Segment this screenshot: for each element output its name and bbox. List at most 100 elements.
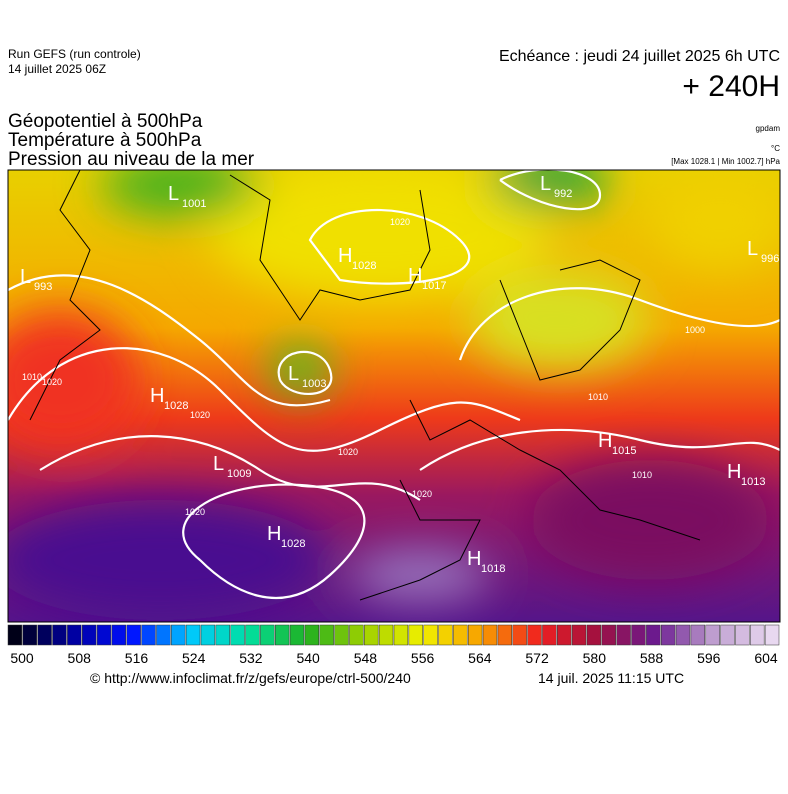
colorbar-box: [245, 624, 260, 646]
colorbar-box: [52, 624, 67, 646]
colorbar-box: [497, 624, 513, 646]
center-letter: L: [540, 173, 551, 195]
colorbar-box: [274, 624, 290, 646]
colorbar-box: [586, 624, 602, 646]
colorbar-box: [81, 624, 97, 646]
colorbar-box: [215, 624, 230, 646]
run-date: 14 juillet 2025 06Z: [8, 62, 106, 76]
colorbar-tick-label: 588: [640, 650, 664, 666]
title: Pression au niveau de la mer: [8, 149, 255, 170]
colorbar-box: [690, 624, 706, 646]
colorbar-box: [467, 624, 483, 646]
colorbar-box: [260, 624, 275, 646]
center-value: 1001: [182, 198, 206, 210]
center-value: 1028: [164, 400, 188, 412]
colorbar-box: [453, 624, 468, 646]
center-letter: H: [467, 548, 481, 570]
unit: [Max 1028.1 | Min 1002.7] hPa: [671, 157, 780, 166]
center-value: 1009: [227, 468, 251, 480]
colorbar-box: [705, 624, 720, 646]
colorbar-box: [378, 624, 394, 646]
colorbar-box: [126, 624, 141, 646]
colorbar-box: [557, 624, 572, 646]
center-value: 993: [34, 281, 52, 293]
colorbar-box: [37, 624, 52, 646]
footer-time: 14 juil. 2025 11:15 UTC: [538, 670, 684, 686]
colorbar-box: [171, 624, 186, 646]
colorbar-box: [334, 624, 349, 646]
colorbar-box: [364, 624, 379, 646]
colorbar-box: [200, 624, 216, 646]
center-value: 1028: [352, 260, 376, 272]
colorbar-box: [571, 624, 587, 646]
map: [8, 170, 780, 622]
isobar-label: 1020: [185, 507, 205, 517]
isobar-label: 1000: [685, 325, 705, 335]
center-letter: L: [747, 238, 758, 260]
center-letter: L: [168, 183, 179, 205]
colorbar-tick-label: 556: [411, 650, 435, 666]
colorbar-box: [438, 624, 453, 646]
center-letter: H: [727, 461, 741, 483]
center-letter: L: [213, 453, 224, 475]
colorbar-box: [67, 624, 82, 646]
colorbar-box: [319, 624, 334, 646]
colorbar-box: [185, 624, 201, 646]
center-letter: H: [598, 430, 612, 452]
center-value: 1013: [741, 476, 765, 488]
isobar-label: 1010: [632, 470, 652, 480]
colorbar-box: [601, 624, 616, 646]
colorbar-tick-label: 564: [468, 650, 492, 666]
colorbar-box: [675, 624, 691, 646]
isobar-label: 1020: [390, 217, 410, 227]
colorbar-box: [646, 624, 661, 646]
colorbar-tick-label: 532: [239, 650, 263, 666]
colorbar-tick-label: 548: [354, 650, 378, 666]
colorbar-box: [7, 624, 23, 646]
colorbar: 500 508 516 524 532 540 548 556 564 572 580 588 596 6…: [7, 624, 780, 666]
unit: gpdam: [756, 124, 781, 133]
colorbar-box: [96, 624, 112, 646]
colorbar-box: [393, 624, 409, 646]
colorbar-box: [764, 624, 780, 646]
isobar-label: 1010: [588, 392, 608, 402]
isobar-label: 1020: [42, 377, 62, 387]
title: Géopotentiel à 500hPa: [8, 111, 203, 132]
colorbar-box: [750, 624, 765, 646]
colorbar-box: [423, 624, 438, 646]
map-frame: [7, 169, 781, 623]
footer-url: © http://www.infoclimat.fr/z/gefs/europe…: [90, 670, 411, 686]
colorbar-box: [720, 624, 735, 646]
run: Run GEFS (run controle): [8, 47, 141, 61]
title: Température à 500hPa: [8, 130, 202, 151]
isobar-label: 1020: [412, 489, 432, 499]
center-value: 1028: [281, 538, 305, 550]
colorbar-tick-label: 500: [10, 650, 34, 666]
center-letter: L: [20, 266, 31, 288]
colorbar-box: [631, 624, 646, 646]
center-letter: H: [150, 385, 164, 407]
colorbar-box: [527, 624, 542, 646]
colorbar-box: [660, 624, 676, 646]
colorbar-tick-label: 604: [754, 650, 778, 666]
colorbar-box: [542, 624, 557, 646]
colorbar-tick-label: 540: [296, 650, 320, 666]
colorbar-box: [289, 624, 305, 646]
colorbar-tick-label: 524: [182, 650, 206, 666]
colorbar-box: [408, 624, 423, 646]
center-letter: L: [288, 363, 299, 385]
colorbar-tick-label: 596: [697, 650, 721, 666]
colorbar-tick-label: 516: [125, 650, 149, 666]
colorbar-tick-label: 572: [525, 650, 549, 666]
colorbar-box: [616, 624, 631, 646]
colorbar-box: [156, 624, 171, 646]
center-letter: H: [267, 523, 281, 545]
center-letter: H: [338, 245, 352, 267]
isobar-label: 1010: [22, 372, 42, 382]
colorbar-box: [304, 624, 320, 646]
center-value: 992: [554, 188, 572, 200]
isobar-label: 1020: [190, 410, 210, 420]
colorbar-box: [482, 624, 498, 646]
colorbar-tick-label: 508: [68, 650, 92, 666]
